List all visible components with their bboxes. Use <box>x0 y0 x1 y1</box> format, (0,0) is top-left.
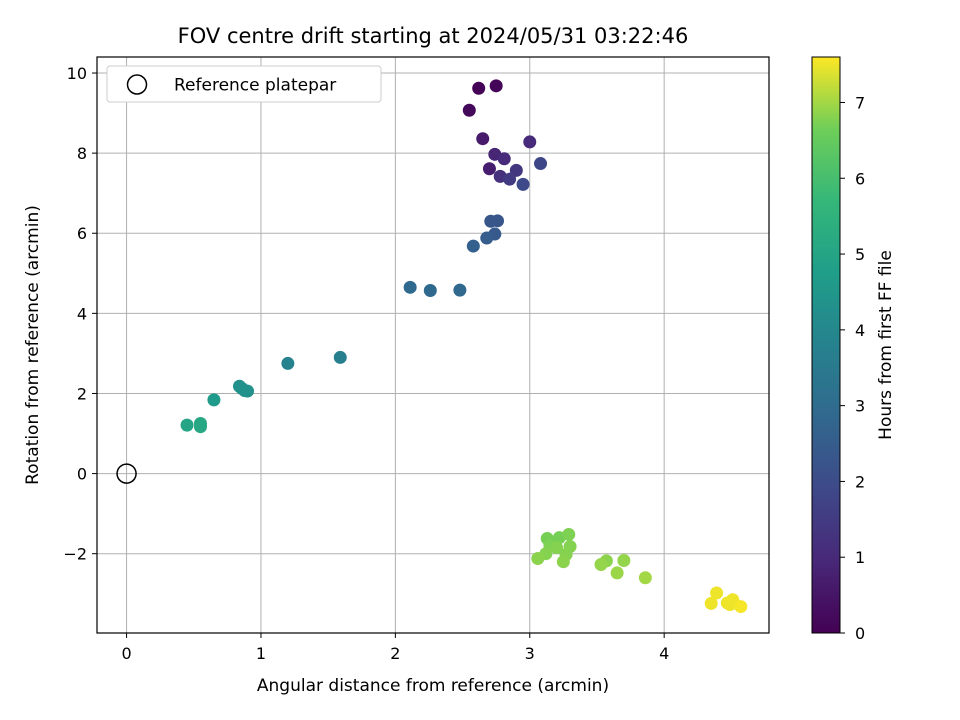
data-point <box>710 586 724 600</box>
data-point <box>723 598 737 612</box>
data-point <box>333 350 347 364</box>
data-point <box>462 103 476 117</box>
y-tick-label: 2 <box>77 384 87 403</box>
colorbar-tick-label: 2 <box>855 472 865 491</box>
data-point <box>180 418 194 432</box>
data-point <box>472 81 486 95</box>
y-tick-label: 0 <box>77 465 87 484</box>
x-axis-ticks: 0 1 2 3 4 <box>121 633 669 663</box>
colorbar-tick-label: 0 <box>855 624 865 643</box>
colorbar-tick-label: 5 <box>855 245 865 264</box>
data-point <box>480 231 494 245</box>
legend-marker-reference <box>126 74 148 95</box>
x-tick-label: 1 <box>256 644 266 663</box>
x-tick-label: 2 <box>390 644 400 663</box>
data-point <box>704 596 718 610</box>
y-tick-label: 6 <box>77 224 87 243</box>
data-point <box>491 214 505 228</box>
reference-point-marker <box>116 463 137 484</box>
data-point <box>734 600 748 614</box>
data-point <box>423 284 437 298</box>
colorbar: 0 1 2 3 4 5 6 7 Hours from first FF file <box>811 56 896 643</box>
data-point <box>482 162 496 176</box>
x-tick-label: 3 <box>525 644 535 663</box>
data-point <box>638 571 652 585</box>
data-point <box>550 541 564 555</box>
data-point <box>207 393 221 407</box>
data-point <box>610 566 624 580</box>
colorbar-gradient <box>811 56 841 634</box>
colorbar-label: Hours from first FF file <box>876 250 896 440</box>
legend-label-reference: Reference platepar <box>174 76 336 96</box>
data-point <box>497 152 511 166</box>
data-point <box>241 384 255 398</box>
colorbar-tick-label: 3 <box>855 397 865 416</box>
data-point <box>453 283 467 297</box>
y-tick-label: 8 <box>77 144 87 163</box>
x-tick-label: 0 <box>121 644 131 663</box>
colorbar-tick-label: 1 <box>855 548 865 567</box>
plot-frame <box>96 56 770 634</box>
data-point <box>556 555 570 569</box>
y-axis-label: Rotation from reference (arcmin) <box>23 205 43 485</box>
data-point <box>503 172 517 186</box>
chart-title: FOV centre drift starting at 2024/05/31 … <box>178 24 689 48</box>
colorbar-tick-label: 6 <box>855 169 865 188</box>
data-point <box>531 551 545 565</box>
colorbar-tick-label: 7 <box>855 93 865 112</box>
data-point <box>509 163 523 177</box>
data-point <box>516 177 530 191</box>
data-point <box>281 356 295 370</box>
plot-background <box>97 57 769 633</box>
data-point <box>403 280 417 294</box>
colorbar-tick-label: 4 <box>855 321 865 340</box>
data-point <box>476 132 490 146</box>
legend-box <box>106 65 382 103</box>
y-tick-label: 10 <box>67 64 87 83</box>
legend: Reference platepar <box>106 65 382 103</box>
data-points <box>180 79 748 614</box>
x-axis-label: Angular distance from reference (arcmin) <box>257 676 609 696</box>
data-point <box>523 135 537 149</box>
data-point <box>534 157 548 171</box>
y-tick-label: −2 <box>63 545 87 564</box>
colorbar-ticks: 0 1 2 3 4 5 6 7 <box>840 93 865 643</box>
data-point <box>617 553 631 567</box>
plot-area: 0 1 2 3 4 −2 0 2 4 6 8 10 <box>63 56 770 663</box>
y-axis-ticks: −2 0 2 4 6 8 10 <box>63 64 97 564</box>
data-point <box>193 420 207 434</box>
y-tick-label: 4 <box>77 304 87 323</box>
data-point <box>594 558 608 572</box>
x-tick-label: 4 <box>659 644 669 663</box>
data-point <box>489 79 503 93</box>
data-point <box>562 527 576 541</box>
data-point <box>466 239 480 253</box>
